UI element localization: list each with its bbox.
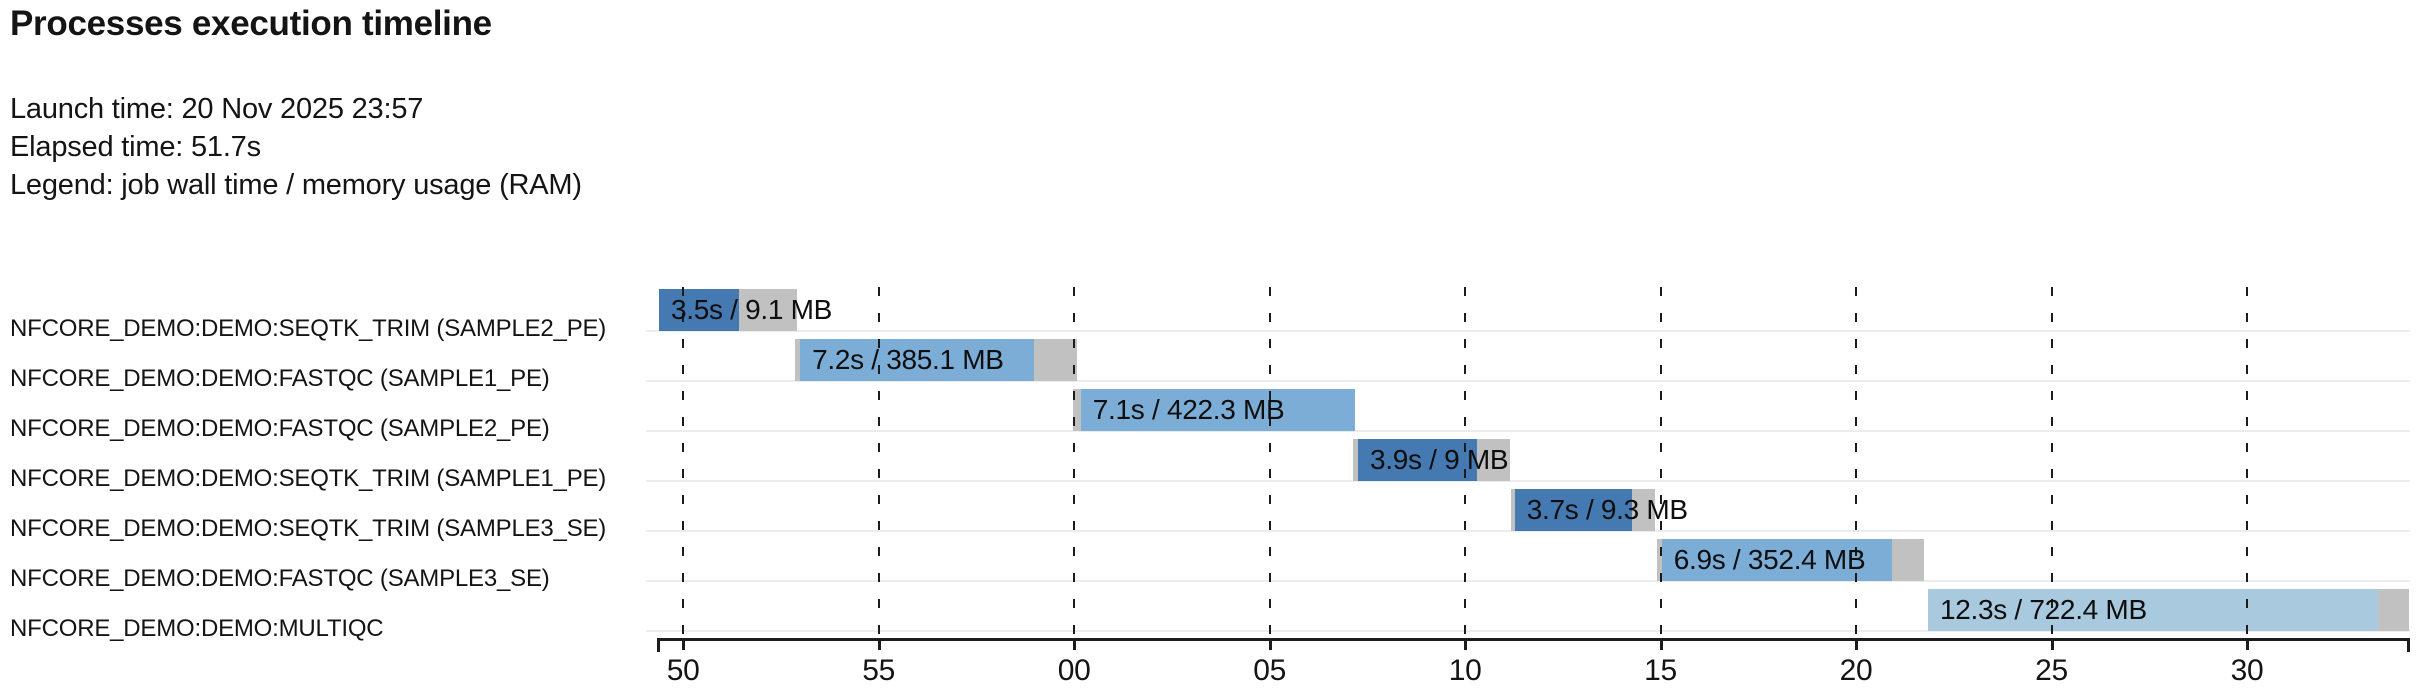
x-axis-tick — [1855, 638, 1859, 650]
grid-line — [1073, 287, 1076, 636]
x-axis-tick — [2050, 638, 2054, 650]
x-axis-tick-label: 05 — [1253, 654, 1286, 687]
task-bar-overhead-segment — [1632, 489, 1655, 531]
x-axis-tick — [1659, 638, 1663, 650]
task-bar-overhead-segment — [1033, 339, 1077, 381]
x-axis-tick — [1268, 638, 1272, 650]
task-bar-run-segment — [658, 289, 740, 331]
legend-text: Legend: job wall time / memory usage (RA… — [10, 169, 582, 201]
grid-line — [1268, 287, 1271, 636]
row-separator — [646, 580, 2410, 582]
row-separator — [646, 430, 2410, 432]
grid-line — [877, 287, 880, 636]
bar-value-label: 3.5s / 9.1 MB — [670, 294, 833, 325]
process-label: NFCORE_DEMO:DEMO:SEQTK_TRIM (SAMPLE3_SE) — [10, 515, 607, 542]
bar-value-label: 6.9s / 352.4 MB — [1673, 544, 1866, 575]
task-bar-run-segment — [1514, 489, 1633, 531]
process-label: NFCORE_DEMO:DEMO:MULTIQC — [10, 615, 384, 642]
grid-line — [682, 287, 685, 636]
report-meta: Launch time: 20 Nov 2025 23:57 Elapsed t… — [10, 90, 582, 204]
grid-line — [2050, 287, 2053, 636]
task-bar-run-segment — [1080, 389, 1355, 431]
x-axis-tick-label: 50 — [666, 654, 700, 687]
x-axis-endcap — [657, 638, 660, 652]
grid-line — [1464, 287, 1467, 636]
x-axis-tick-label: 15 — [1644, 654, 1677, 687]
x-axis-tick-label: 25 — [2035, 654, 2068, 687]
task-bar-overhead-segment — [1510, 489, 1515, 531]
bar-value-label: 7.2s / 385.1 MB — [812, 344, 1004, 375]
launch-time-text: Launch time: 20 Nov 2025 23:57 — [10, 93, 424, 125]
x-axis-tick — [877, 638, 881, 650]
row-separator — [646, 380, 2410, 382]
bar-value-label: 3.9s / 9 MB — [1369, 444, 1509, 475]
page-title: Processes execution timeline — [10, 4, 492, 43]
x-axis-tick-label: 10 — [1448, 654, 1482, 687]
grid-line — [1855, 287, 1858, 636]
x-axis-tick — [1464, 638, 1468, 650]
process-label: NFCORE_DEMO:DEMO:SEQTK_TRIM (SAMPLE2_PE) — [10, 315, 607, 342]
process-label: NFCORE_DEMO:DEMO:FASTQC (SAMPLE3_SE) — [10, 565, 550, 592]
task-bar-run-segment — [1357, 439, 1477, 481]
task-bar-run-segment — [800, 339, 1034, 381]
task-bar-overhead-segment — [795, 339, 801, 381]
task-bar-overhead-segment — [1352, 439, 1358, 481]
grid-line — [1659, 287, 1662, 636]
x-axis-endcap — [2407, 638, 2410, 652]
process-label: NFCORE_DEMO:DEMO:FASTQC (SAMPLE1_PE) — [10, 365, 550, 392]
x-axis-tick — [2245, 638, 2249, 650]
x-axis-tick-label: 55 — [862, 654, 896, 687]
row-separator — [646, 330, 2410, 332]
row-separator — [646, 530, 2410, 532]
grid-line — [2245, 287, 2248, 636]
bar-value-label: 7.1s / 422.3 MB — [1092, 394, 1285, 425]
task-bar-overhead-segment — [2377, 589, 2409, 631]
x-axis-tick-label: 00 — [1057, 654, 1091, 687]
task-bar-run-segment — [1661, 539, 1892, 581]
row-separator — [646, 630, 2410, 632]
task-bar-overhead-segment — [1657, 539, 1662, 581]
x-axis-line — [657, 638, 2410, 641]
bar-value-label: 12.3s / 722.4 MB — [1939, 594, 2147, 625]
task-bar-overhead-segment — [1476, 439, 1511, 481]
process-label: NFCORE_DEMO:DEMO:SEQTK_TRIM (SAMPLE1_PE) — [10, 465, 607, 492]
task-bar-overhead-segment — [1891, 539, 1924, 581]
task-bar-run-segment — [1927, 589, 2378, 631]
bar-value-label: 3.7s / 9.3 MB — [1526, 494, 1688, 525]
task-bar-overhead-segment — [739, 289, 797, 331]
task-bar-overhead-segment — [1072, 389, 1081, 431]
row-separator — [646, 480, 2410, 482]
elapsed-time-text: Elapsed time: 51.7s — [10, 131, 261, 163]
x-axis-tick-label: 20 — [1839, 654, 1873, 687]
x-axis-tick-label: 30 — [2230, 654, 2264, 687]
x-axis-tick — [1073, 638, 1077, 650]
process-label: NFCORE_DEMO:DEMO:FASTQC (SAMPLE2_PE) — [10, 415, 550, 442]
x-axis-tick — [682, 638, 686, 650]
